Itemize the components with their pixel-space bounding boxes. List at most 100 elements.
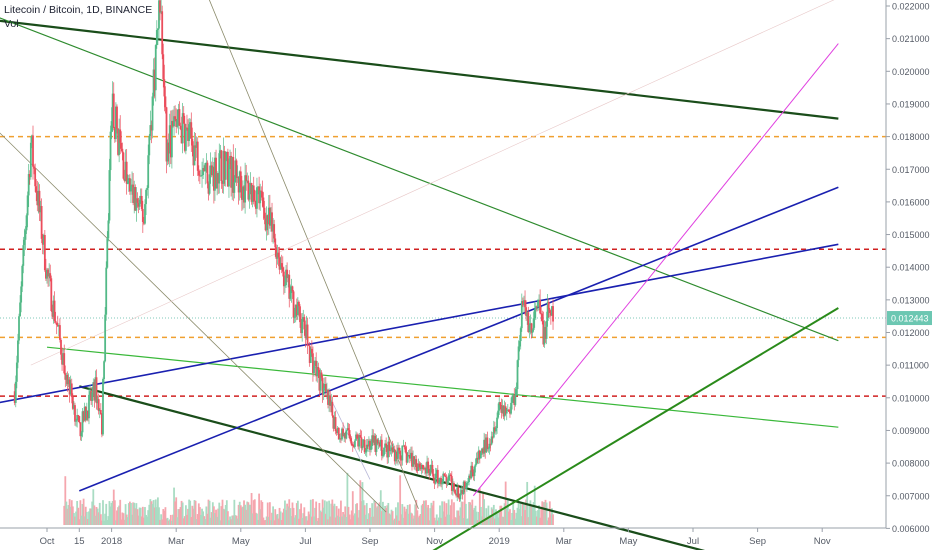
candle-body	[248, 194, 251, 200]
volume-bar	[189, 500, 192, 525]
volume-bar	[375, 507, 378, 525]
volume-bar	[218, 502, 221, 525]
volume-bar	[416, 510, 419, 525]
volume-bar	[452, 519, 454, 525]
candle-body	[342, 428, 344, 436]
volume-bar	[439, 505, 441, 525]
volume-bar	[278, 507, 281, 525]
volume-bar	[499, 505, 502, 525]
candle-body	[52, 300, 55, 317]
volume-bar	[463, 480, 466, 525]
candle-body	[384, 443, 386, 448]
volume-bar	[347, 506, 350, 525]
candle-body	[212, 166, 215, 191]
y-tick-label: 0.010000	[892, 393, 930, 403]
volume-bar	[488, 514, 491, 525]
volume-bar	[192, 508, 195, 525]
candle-body	[122, 152, 125, 179]
candle-body	[125, 161, 128, 184]
volume-bar	[183, 516, 186, 525]
candle-body	[63, 353, 66, 374]
candle-body	[542, 320, 545, 345]
candle-body	[98, 410, 101, 412]
volume-bar	[334, 517, 337, 525]
candle-body	[277, 252, 280, 258]
volume-bar	[457, 510, 460, 525]
candle-body	[329, 395, 332, 406]
volume-bar	[193, 500, 196, 525]
candle-body	[474, 464, 477, 467]
candle-body	[217, 173, 220, 184]
volume-bar	[503, 503, 506, 525]
volume-bar	[163, 510, 166, 525]
volume-bar	[271, 512, 273, 525]
volume-bar	[551, 508, 553, 525]
volume-bar	[77, 507, 80, 525]
candle-body	[463, 481, 466, 489]
volume-bar	[449, 505, 452, 525]
candle-body	[285, 269, 287, 286]
volume-bar	[493, 518, 496, 525]
candle-body	[127, 178, 130, 181]
x-tick-label: Nov	[814, 536, 831, 547]
candle-body	[333, 417, 336, 429]
volume-bar	[458, 515, 461, 525]
volume-bar	[276, 513, 279, 525]
candle-body	[271, 212, 273, 232]
candle-body	[391, 447, 394, 452]
candle-body	[184, 127, 187, 151]
candle-body	[243, 186, 245, 203]
candle-body	[484, 439, 487, 453]
volume-bar	[63, 505, 66, 525]
candle-body	[412, 456, 414, 467]
candle-body	[109, 131, 112, 171]
candle-body	[546, 302, 549, 321]
candle-body	[262, 197, 265, 208]
volume-bar	[156, 497, 159, 525]
y-tick-label: 0.020000	[892, 67, 930, 77]
volume-bar	[91, 501, 94, 525]
candle-body	[470, 465, 473, 479]
volume-bar	[108, 501, 111, 525]
candle-body	[422, 467, 425, 470]
candle-body	[358, 435, 361, 447]
volume-bar	[426, 507, 428, 525]
candle-body	[421, 464, 424, 468]
candle-body	[281, 267, 284, 272]
volume-bar	[239, 505, 242, 525]
volume-bar	[179, 507, 182, 525]
candle-body	[442, 473, 445, 483]
volume-bar	[363, 505, 366, 525]
candle-body	[392, 449, 395, 452]
volume-bar	[112, 489, 115, 525]
volume-bar	[115, 520, 117, 525]
volume-bar	[166, 517, 169, 525]
volume-bar	[126, 517, 129, 525]
volume-bar	[203, 516, 206, 525]
candle-body	[359, 435, 362, 438]
candle-body	[449, 474, 452, 477]
volume-bar	[69, 506, 72, 525]
volume-bar	[518, 508, 521, 525]
volume-bar	[73, 513, 75, 525]
volume-bar	[165, 518, 168, 525]
volume-bar	[233, 499, 236, 525]
candle-body	[402, 445, 405, 447]
candle-body	[355, 434, 357, 441]
candle-body	[486, 437, 489, 449]
candle-body	[93, 382, 96, 401]
candle-body	[523, 300, 525, 306]
candle-body	[231, 156, 234, 188]
volume-bar	[364, 514, 367, 525]
candle-body	[356, 434, 358, 439]
candle-body	[183, 123, 186, 151]
candle-body	[99, 410, 102, 415]
candle-body	[432, 473, 435, 479]
candle-body	[60, 339, 62, 355]
volume-bar	[258, 493, 261, 525]
volume-bar	[450, 499, 453, 525]
volume-bar	[149, 499, 152, 525]
volume-bar	[64, 476, 67, 525]
